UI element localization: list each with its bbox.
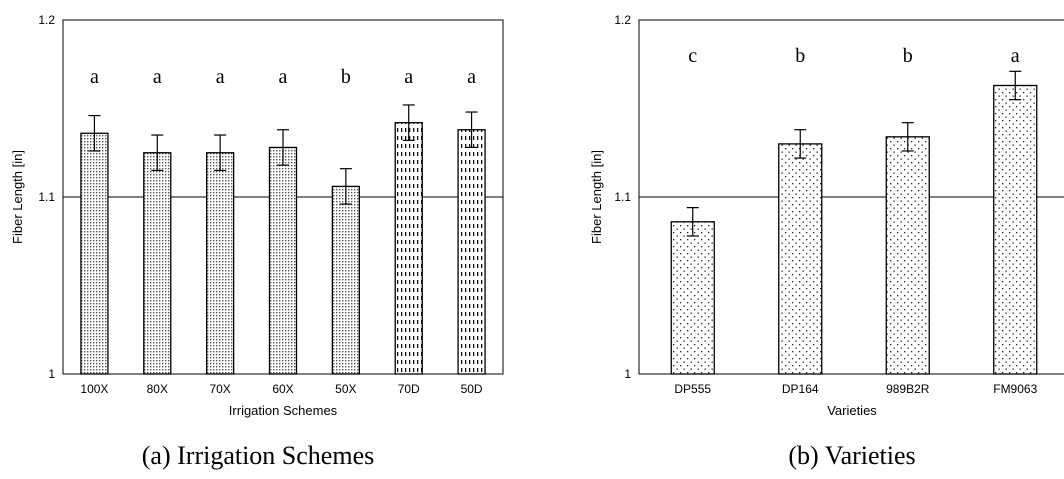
x-tick-label: 60X <box>272 382 293 396</box>
y-axis-label: Fiber Length [in] <box>589 150 604 244</box>
significance-letter: a <box>467 66 476 88</box>
x-tick-label: 80X <box>147 382 168 396</box>
bars-irrigation: 100X a 80X a 70X a 60X a 50X b 70D a 50D a <box>80 66 486 396</box>
significance-letter: a <box>279 66 288 88</box>
significance-letter: a <box>1011 45 1020 67</box>
significance-letter: a <box>216 66 225 88</box>
y-axis-label: Fiber Length [in] <box>10 150 25 244</box>
bar <box>80 132 109 375</box>
chart-panel-irrigation: 1.2 1.1 1 Fiber Length [in] Irrigation S… <box>10 13 504 470</box>
bars-varieties: DP555 c DP164 b 989B2R b FM9063 a <box>670 45 1038 396</box>
y-tick-label: 1.1 <box>38 190 55 204</box>
bar <box>885 136 930 375</box>
bar <box>331 185 361 375</box>
x-tick-label: DP555 <box>674 382 711 396</box>
y-tick-label: 1.2 <box>614 13 631 27</box>
x-axis-label: Irrigation Schemes <box>229 403 338 418</box>
panel-caption: (a) Irrigation Schemes <box>142 441 374 470</box>
x-tick-label: DP164 <box>782 382 819 396</box>
bar <box>143 152 172 375</box>
significance-letter: a <box>153 66 162 88</box>
x-tick-label: 100X <box>80 382 108 396</box>
significance-letter: c <box>688 45 697 67</box>
panel-caption: (b) Varieties <box>788 441 915 470</box>
significance-letter: b <box>903 45 913 67</box>
chart-panel-varieties: 1.2 1.1 1 Fiber Length [in] Varieties (b… <box>589 13 1064 470</box>
significance-letter: a <box>90 66 99 88</box>
bar <box>268 146 298 375</box>
y-tick-label: 1.1 <box>614 190 631 204</box>
x-tick-label: 50D <box>461 382 483 396</box>
bar <box>670 221 715 375</box>
x-tick-label: 989B2R <box>886 382 930 396</box>
significance-letter: b <box>795 45 805 67</box>
x-axis-label: Varieties <box>827 403 877 418</box>
y-tick-label: 1.2 <box>38 13 55 27</box>
bar <box>394 122 423 375</box>
y-tick-label: 1 <box>624 367 631 381</box>
x-tick-label: FM9063 <box>993 382 1037 396</box>
significance-letter: a <box>404 66 413 88</box>
bar <box>993 84 1038 375</box>
bar <box>778 143 823 375</box>
x-tick-label: 50X <box>335 382 356 396</box>
y-tick-label: 1 <box>48 367 55 381</box>
x-tick-label: 70D <box>398 382 420 396</box>
x-tick-label: 70X <box>209 382 230 396</box>
bar <box>205 152 235 375</box>
bar <box>457 129 486 375</box>
significance-letter: b <box>341 66 351 88</box>
